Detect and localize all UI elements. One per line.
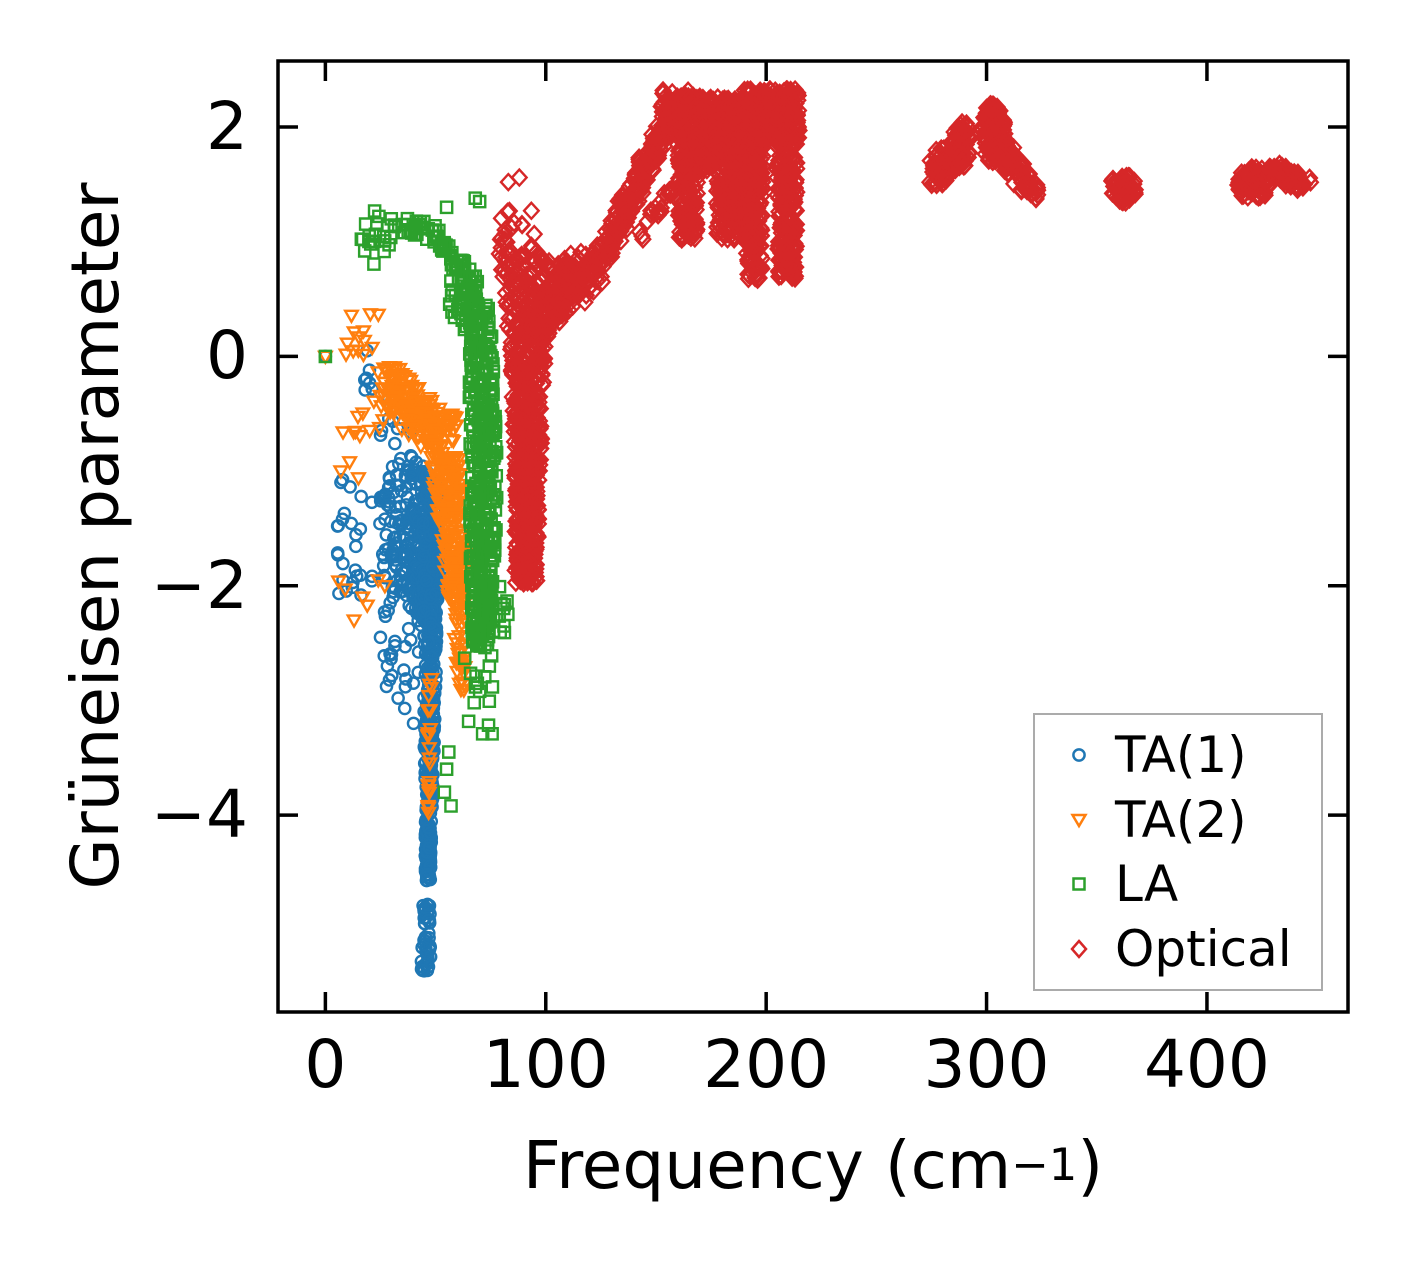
legend-row: Optical xyxy=(1035,919,1321,979)
x-tick-label: 300 xyxy=(923,1026,1050,1103)
y-tick-label: 0 xyxy=(206,317,248,395)
legend-row: LA xyxy=(1035,854,1321,914)
legend-marker-circle-icon xyxy=(1072,748,1086,763)
x-tick-label: 200 xyxy=(703,1026,830,1103)
x-tick-label: 0 xyxy=(304,1026,347,1103)
x-tick-label: 400 xyxy=(1143,1026,1270,1103)
legend-marker-triangle-down-icon xyxy=(1070,813,1088,829)
legend: TA(1) TA(2) LA Optical xyxy=(1033,713,1323,991)
legend-row: TA(2) xyxy=(1035,790,1321,850)
x-axis-label: Frequency (cm −1) xyxy=(522,1126,1104,1204)
x-axis-label-main: Frequency (cm xyxy=(522,1126,1012,1204)
x-axis-label-end: ) xyxy=(1077,1126,1104,1204)
legend-label: LA xyxy=(1115,855,1179,914)
legend-marker-square-icon xyxy=(1072,877,1086,891)
legend-label: Optical xyxy=(1115,919,1292,978)
legend-marker-diamond-icon xyxy=(1070,938,1088,959)
x-tick-label: 100 xyxy=(482,1026,609,1103)
y-tick-label: 2 xyxy=(206,88,248,166)
legend-row: TA(1) xyxy=(1035,725,1321,785)
y-tick-label: −4 xyxy=(150,776,248,854)
y-tick-label: −2 xyxy=(150,546,248,624)
y-axis-label: Grüneisen parameter xyxy=(57,182,134,890)
legend-label: TA(2) xyxy=(1115,790,1247,849)
legend-label: TA(1) xyxy=(1115,726,1247,785)
